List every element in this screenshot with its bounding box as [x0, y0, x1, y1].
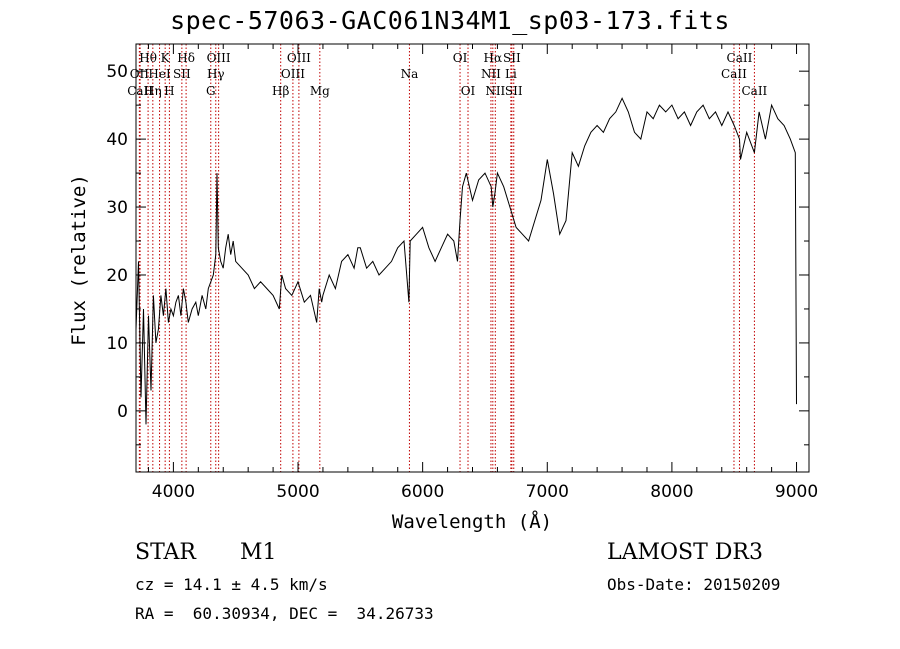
line-marker-label: Hδ — [177, 51, 195, 65]
emission-line-labels: HθOIICaIIHηKHeIHSIIHδGHγOIIIHβOIIIOIIIMg… — [127, 51, 767, 98]
line-marker-label: SII — [173, 67, 191, 81]
chart-title: spec-57063-GAC061N34M1_sp03-173.fits — [170, 6, 730, 35]
y-tick-label: 20 — [106, 266, 128, 286]
y-tick-label: 40 — [106, 130, 128, 150]
line-marker-label: NII — [481, 67, 501, 81]
axis-tick-labels: 4000 5000 6000 7000 8000 9000 0 10 20 30 40 50 — [106, 62, 818, 502]
line-marker-label: OII — [130, 67, 150, 81]
observation-date: Obs-Date: 20150209 — [607, 575, 781, 594]
y-tick-label: 10 — [106, 334, 128, 354]
x-axis-label: Wavelength (Å) — [392, 510, 552, 533]
line-marker-label: OI — [461, 84, 476, 98]
survey-name: LAMOST DR3 — [607, 540, 763, 565]
line-marker-label: G — [206, 84, 216, 98]
line-marker-label: Hα — [484, 51, 503, 65]
coordinates: RA = 60.30934, DEC = 34.26733 — [135, 604, 434, 623]
flux-series-line — [135, 97, 797, 425]
line-marker-label: H — [164, 84, 174, 98]
x-tick-label: 6000 — [401, 482, 444, 502]
line-marker-label: Hθ — [139, 51, 157, 65]
line-marker-label: CaII — [127, 84, 153, 98]
line-marker-label: SII — [505, 84, 523, 98]
line-marker-label: K — [161, 51, 171, 65]
object-subclass: M1 — [240, 540, 277, 565]
line-marker-label: Hβ — [272, 84, 289, 98]
x-tick-label: 7000 — [526, 482, 569, 502]
y-tick-label: 30 — [106, 198, 128, 218]
line-marker-label: Li — [505, 67, 517, 81]
line-marker-label: OIII — [207, 51, 231, 65]
line-marker-label: CaII — [727, 51, 753, 65]
y-tick-label: 50 — [106, 62, 128, 82]
y-axis-label: Flux (relative) — [68, 174, 90, 346]
object-class: STAR — [135, 540, 196, 565]
redshift-velocity: cz = 14.1 ± 4.5 km/s — [135, 575, 328, 594]
line-marker-label: Hη — [144, 84, 162, 98]
line-marker-label: NII — [485, 84, 505, 98]
line-marker-label: CaII — [741, 84, 767, 98]
line-marker-label: OIII — [281, 67, 305, 81]
x-tick-label: 5000 — [276, 482, 319, 502]
line-marker-label: Hγ — [207, 67, 225, 81]
line-marker-label: Na — [401, 67, 419, 81]
x-tick-label: 4000 — [152, 482, 195, 502]
line-marker-label: OI — [453, 51, 468, 65]
plot-frame — [135, 43, 810, 473]
line-marker-label: CaII — [721, 67, 747, 81]
y-tick-label: 0 — [117, 402, 128, 422]
line-marker-label: HeI — [148, 67, 171, 81]
line-marker-label: OIII — [287, 51, 311, 65]
x-tick-label: 9000 — [775, 482, 818, 502]
line-marker-label: Mg — [310, 84, 330, 98]
line-marker-label: SII — [503, 51, 521, 65]
x-tick-label: 8000 — [650, 482, 693, 502]
axis-ticks — [136, 44, 809, 472]
